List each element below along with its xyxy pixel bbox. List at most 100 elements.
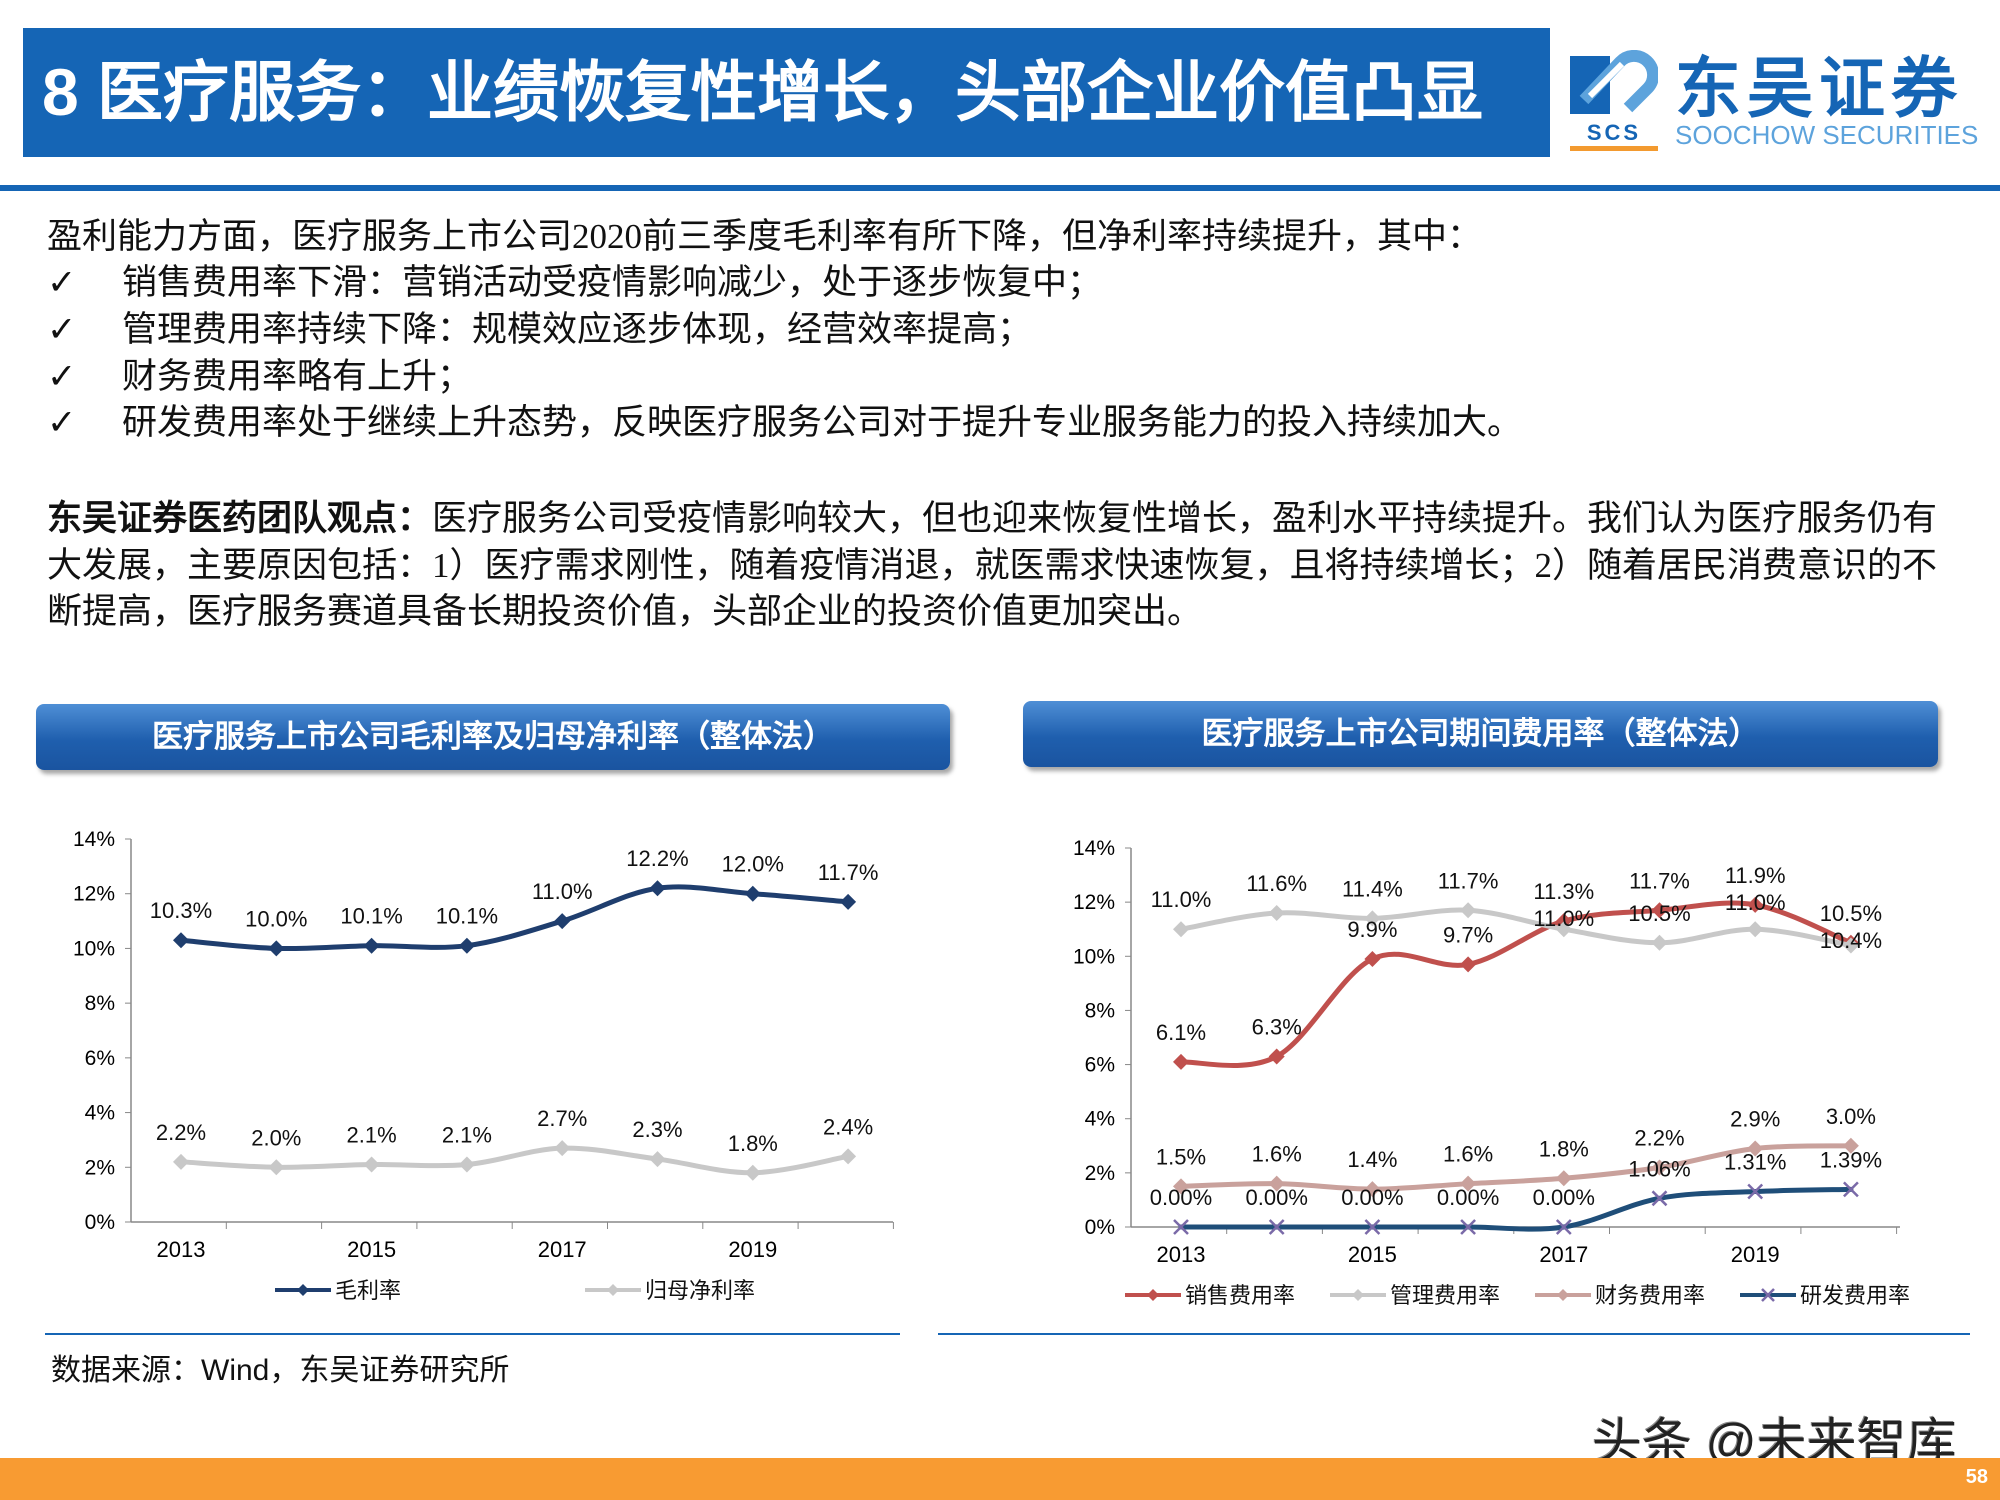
series-line-销售费用率 xyxy=(1178,900,1854,1068)
data-point-x-marker xyxy=(1747,1183,1764,1200)
data-point-diamond xyxy=(1173,1053,1189,1070)
data-point-diamond xyxy=(363,1156,380,1173)
data-label: 11.0% xyxy=(1533,906,1594,931)
logo-abbr: SCS xyxy=(1586,120,1642,145)
data-point-diamond xyxy=(1173,921,1189,938)
data-label: 1.8% xyxy=(728,1131,778,1156)
data-label: 0.00% xyxy=(1533,1185,1595,1210)
data-point-diamond xyxy=(458,1156,475,1173)
chart-title-right: 医疗服务上市公司期间费用率（整体法） xyxy=(1023,701,1938,767)
data-point-diamond xyxy=(1364,950,1381,967)
data-point-diamond xyxy=(1747,896,1764,913)
x-tick-label: 2019 xyxy=(1731,1242,1780,1267)
data-label: 11.0% xyxy=(1725,890,1786,915)
data-label: 1.6% xyxy=(1443,1142,1493,1167)
bullet-text: 财务费用率略有上升； xyxy=(122,357,473,396)
data-label: 2.3% xyxy=(632,1117,682,1142)
data-label: 2.4% xyxy=(823,1114,873,1139)
series-line-归母净利率 xyxy=(178,1145,851,1176)
data-point-diamond xyxy=(1460,902,1477,919)
data-label: 11.7% xyxy=(1438,868,1499,893)
data-label: 11.0% xyxy=(532,879,593,904)
margin-chart: 0% 2% 4% 6% 8% 10% 12% 14% 2013 2015 2017 2019 10.3%… xyxy=(73,828,894,1303)
data-point-diamond xyxy=(1842,937,1859,954)
data-label: 2.7% xyxy=(537,1106,587,1131)
data-point-diamond xyxy=(554,1140,571,1157)
divider-right xyxy=(938,1333,1970,1335)
x-tick-label: 2017 xyxy=(1539,1242,1588,1267)
y-tick-label: 4% xyxy=(1085,1108,1115,1131)
logo-name-en: SOOCHOW SECURITIES xyxy=(1675,120,1979,150)
data-point-diamond xyxy=(458,937,475,954)
y-tick-label: 8% xyxy=(1085,999,1115,1022)
data-label: 11.7% xyxy=(818,860,879,885)
data-point-diamond xyxy=(1747,921,1764,938)
data-point-diamond xyxy=(268,940,285,957)
x-tick-label: 2013 xyxy=(1157,1242,1206,1267)
data-point-diamond xyxy=(1268,1048,1285,1065)
data-point-diamond xyxy=(744,1164,761,1181)
x-tick-label: 2017 xyxy=(538,1237,587,1262)
legend-label: 销售费用率 xyxy=(1185,1283,1295,1308)
data-label: 2.2% xyxy=(156,1120,206,1145)
data-label: 0.00% xyxy=(1246,1185,1308,1210)
legend-marker-icon xyxy=(297,1284,309,1296)
y-tick-label: 14% xyxy=(1073,837,1115,860)
data-label: 11.6% xyxy=(1246,871,1307,896)
legend-label: 财务费用率 xyxy=(1595,1283,1705,1308)
series-line-研发费用率 xyxy=(1178,1186,1854,1232)
bullet-text: 研发费用率处于继续上升态势，反映医疗服务公司对于提升专业服务能力的投入持续加大。 xyxy=(122,403,1523,442)
data-label: 3.0% xyxy=(1826,1104,1876,1129)
bullet-item: ✓ 管理费用率持续下降：规模效应逐步体现，经营效率提高； xyxy=(47,307,1032,353)
data-point-diamond xyxy=(1747,1140,1764,1157)
data-point-diamond xyxy=(1173,1178,1189,1195)
legend-label: 研发费用率 xyxy=(1800,1283,1910,1308)
data-point-diamond xyxy=(1268,1175,1285,1192)
series-line-毛利率 xyxy=(178,884,851,952)
data-label: 10.1% xyxy=(436,904,498,929)
data-point-diamond xyxy=(840,893,857,910)
divider-left xyxy=(45,1333,900,1335)
data-point-diamond xyxy=(554,913,571,930)
data-point-diamond xyxy=(649,880,666,897)
data-label: 10.5% xyxy=(1820,901,1882,926)
logo-name-cn: 东吴证券 xyxy=(1675,51,1963,125)
data-point-diamond xyxy=(1555,921,1572,938)
chart-title-left: 医疗服务上市公司毛利率及归母净利率（整体法） xyxy=(36,704,950,770)
legend-label: 毛利率 xyxy=(335,1278,401,1303)
data-label: 11.0% xyxy=(1151,887,1212,912)
opinion-label: 东吴证券医药团队观点： xyxy=(47,499,433,538)
data-label: 11.4% xyxy=(1342,876,1403,901)
data-label: 1.4% xyxy=(1347,1147,1397,1172)
data-point-x-marker xyxy=(1364,1219,1381,1235)
data-point-diamond xyxy=(1651,902,1668,919)
data-label: 9.9% xyxy=(1347,917,1397,942)
check-icon: ✓ xyxy=(47,357,77,396)
legend-marker-icon xyxy=(1557,1289,1569,1301)
y-tick-label: 2% xyxy=(1085,1162,1115,1185)
data-label: 1.8% xyxy=(1539,1136,1589,1161)
y-tick-label: 12% xyxy=(1073,891,1115,914)
y-tick-label: 0% xyxy=(85,1211,115,1234)
data-point-diamond xyxy=(173,1153,189,1170)
data-label: 1.31% xyxy=(1724,1150,1786,1175)
logo-mark-icon xyxy=(1570,50,1658,114)
data-point-diamond xyxy=(1555,913,1572,930)
header-divider xyxy=(0,185,2000,191)
data-label: 9.7% xyxy=(1443,922,1493,947)
data-label: 6.3% xyxy=(1252,1014,1302,1039)
footer-bar xyxy=(0,1458,2000,1500)
legend-marker-icon xyxy=(607,1284,619,1296)
check-icon: ✓ xyxy=(47,403,77,442)
data-label: 10.0% xyxy=(245,906,307,931)
x-tick-label: 2013 xyxy=(157,1237,206,1262)
data-label: 2.0% xyxy=(251,1125,301,1150)
y-tick-label: 12% xyxy=(73,883,115,906)
data-label: 12.2% xyxy=(626,846,688,871)
y-tick-label: 8% xyxy=(85,992,115,1015)
data-label: 12.0% xyxy=(722,852,784,877)
data-point-diamond xyxy=(1555,1170,1572,1187)
data-point-diamond xyxy=(268,1159,285,1176)
data-label: 11.9% xyxy=(1725,863,1786,888)
data-point-diamond xyxy=(1364,910,1381,927)
